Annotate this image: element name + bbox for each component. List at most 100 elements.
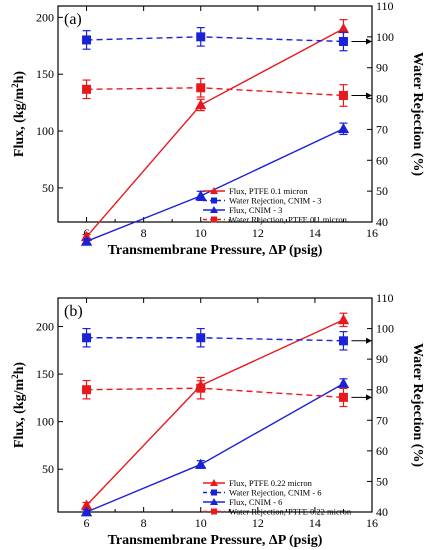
data-point [195,190,207,201]
series-4 [82,376,372,408]
y-right-tick-label: 100 [376,322,394,336]
data-point [80,235,93,246]
x-axis-label: Transmembrane Pressure, ΔP (psig) [108,533,323,548]
legend-label: Water Rejection, CNIM - 6 [229,488,322,498]
axis-arrow-head [366,337,372,344]
x-tick-label: 8 [141,226,147,240]
y-right-tick-label: 90 [376,61,388,75]
data-point [82,35,92,45]
y-left-tick-label: 150 [36,367,54,381]
y-left-axis-label-sup: 2 [10,83,20,88]
x-tick-label: 14 [309,226,321,240]
y-right-axis-label: Water Rejection (%) [410,343,425,467]
y-left-tick-label: 100 [36,415,54,429]
data-point [82,84,92,94]
legend-label: Flux, PTFE 0.1 micron [229,186,308,196]
axis-arrow-head [366,38,372,45]
y-right-tick-label: 40 [376,215,388,229]
data-point [195,99,207,110]
y-left-axis-label-part: Flux, (kg/m [12,379,27,449]
data-point [337,377,350,389]
y-right-tick-label: 80 [376,383,388,397]
y-left-axis-label-part: h) [12,362,27,375]
y-right-tick-label: 80 [376,92,388,106]
legend-marker [210,498,218,505]
series-line [86,28,344,238]
legend-marker [211,216,217,223]
x-axis-label: Transmembrane Pressure, ΔP (psig) [108,243,323,258]
data-point [196,32,206,42]
y-left-axis-label: Flux, (kg/m2h) [10,362,27,449]
data-point [338,36,348,46]
y-left-axis-label-sup: 2 [10,374,20,379]
y-left-axis-label: Flux, (kg/m2h) [10,71,27,158]
axis-arrow-head [366,92,372,99]
data-point [337,314,350,325]
y-right-tick-label: 60 [376,153,388,167]
data-point [196,83,206,93]
legend-label: Flux, CNIM - 3 [229,205,282,215]
data-point [338,90,348,100]
series-line [86,36,344,43]
x-tick-label: 12 [252,226,264,240]
y-left-tick-label: 150 [36,67,54,81]
data-point [337,22,350,34]
y-left-axis-label-part: Flux, (kg/m [12,88,27,158]
y-right-tick-label: 100 [376,30,394,44]
y-right-tick-label: 70 [376,122,388,136]
panel-2: 6 8 10 12 14 16 50 100 150 200 40 50 60 70 80 90 100 110 T… [10,291,425,548]
y-right-tick-label: 90 [376,352,388,366]
y-left-tick-label: 50 [42,462,54,476]
y-left-tick-label: 50 [42,181,54,195]
legend-label: Flux, PTFE 0.22 micron [229,478,313,488]
x-tick-label: 14 [309,516,321,530]
data-point [337,122,350,134]
legend-marker [211,508,217,515]
axis-arrow-head [366,394,372,401]
x-tick-label: 6 [84,516,90,530]
legend-marker [210,206,218,213]
series-3 [80,122,350,246]
legend-label: Water Rejection, PTFE 0.22 micron [229,507,352,517]
x-tick-label: 10 [195,516,207,530]
plot-frame [57,297,373,513]
y-right-tick-label: 40 [376,505,388,519]
legend-label: Water Rejection, PTFE 0.1 micron [229,215,348,225]
panel-1: 681012141650100150200405060708090100110T… [10,0,425,258]
y-right-tick-label: 60 [376,444,388,458]
panel-label: (b) [64,303,83,320]
data-point [338,392,348,402]
data-point [82,385,92,395]
data-point [196,383,206,393]
legend-marker [211,489,217,496]
series-3 [80,377,350,517]
series-1 [80,19,350,242]
y-right-tick-label: 50 [376,184,388,198]
legend-label: Water Rejection, CNIM - 3 [229,196,322,206]
data-point [82,333,92,343]
series-line [86,387,344,399]
data-point [196,333,206,343]
legend-marker [210,187,218,194]
data-point [80,506,93,517]
y-right-tick-label: 110 [376,291,394,305]
y-right-tick-label: 110 [376,0,394,13]
panel-label: (a) [64,11,82,28]
data-point [338,336,348,346]
data-point [195,458,207,469]
legend-marker [210,479,218,486]
series-line [86,87,344,97]
y-left-tick-label: 200 [36,320,54,334]
x-tick-label: 10 [195,226,207,240]
y-right-axis-label: Water Rejection (%) [410,52,425,176]
y-left-tick-label: 100 [36,124,54,138]
y-right-tick-label: 50 [376,474,388,488]
legend-label: Flux, CNIM - 6 [229,497,282,507]
y-left-axis-label-part: h) [12,71,27,84]
x-tick-label: 8 [141,516,147,530]
y-right-tick-label: 70 [376,413,388,427]
legend-marker [211,197,217,204]
